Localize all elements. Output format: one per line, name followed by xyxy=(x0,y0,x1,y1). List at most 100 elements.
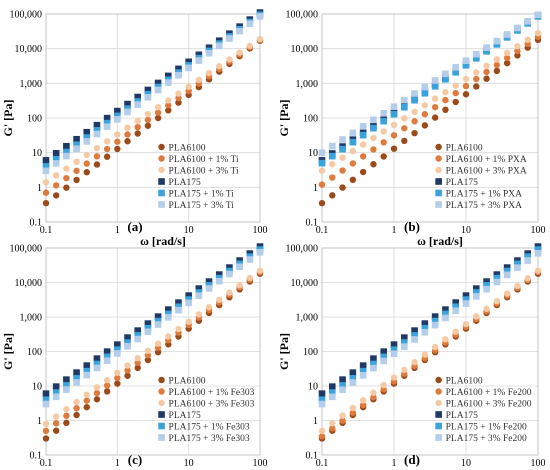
data-point xyxy=(124,339,131,346)
series-3 xyxy=(42,243,264,397)
data-point xyxy=(165,97,172,104)
data-point xyxy=(195,292,203,299)
data-point xyxy=(349,138,357,146)
data-point xyxy=(114,138,121,145)
data-point xyxy=(431,103,439,111)
data-point xyxy=(328,383,336,390)
data-point xyxy=(370,161,377,168)
data-point xyxy=(503,267,511,275)
data-point xyxy=(144,324,152,332)
data-point xyxy=(339,376,346,383)
data-point xyxy=(359,372,367,379)
data-point xyxy=(452,82,459,89)
data-point xyxy=(400,339,408,346)
data-point xyxy=(42,199,50,207)
data-point xyxy=(318,427,326,435)
legend-marker xyxy=(158,422,165,430)
x-axis-label: ω [rad/s] xyxy=(417,234,463,248)
y-tick-label: 100,000 xyxy=(10,244,43,255)
data-point xyxy=(256,13,264,20)
data-point xyxy=(452,89,459,97)
data-point xyxy=(93,364,101,372)
data-point xyxy=(83,371,91,379)
data-point xyxy=(73,176,80,184)
x-tick-label: 10 xyxy=(461,225,471,236)
data-point xyxy=(473,69,480,76)
x-axis-label: ω [rad/s] xyxy=(140,467,186,470)
data-point xyxy=(134,359,141,367)
data-point xyxy=(124,124,131,131)
data-point xyxy=(452,307,460,315)
data-point xyxy=(390,121,398,129)
data-point xyxy=(103,382,111,389)
series-5 xyxy=(318,11,542,156)
x-tick-label: 10 xyxy=(461,458,471,469)
data-point xyxy=(236,282,243,289)
data-point xyxy=(349,374,357,382)
y-tick-label: 1 xyxy=(313,416,318,427)
data-point xyxy=(421,89,429,97)
data-point xyxy=(472,289,480,296)
data-point xyxy=(216,63,223,70)
data-point xyxy=(226,270,233,278)
data-point xyxy=(452,98,459,106)
data-point xyxy=(175,306,182,314)
x-tick-label: 100 xyxy=(531,225,546,236)
data-point xyxy=(93,127,101,134)
data-point xyxy=(411,332,418,339)
data-point xyxy=(462,296,470,303)
data-point xyxy=(185,292,192,299)
data-point xyxy=(256,249,264,256)
data-point xyxy=(318,199,326,207)
data-point xyxy=(134,93,142,101)
data-point xyxy=(63,376,70,383)
data-point xyxy=(318,396,326,404)
data-point xyxy=(215,42,223,50)
legend-label: PLA6100 + 1% Fe200 xyxy=(446,388,532,398)
data-point xyxy=(124,367,131,374)
data-point xyxy=(462,57,470,65)
x-tick-label: 1 xyxy=(115,458,120,469)
series-3 xyxy=(318,243,542,397)
data-point xyxy=(452,303,460,311)
data-point xyxy=(462,320,470,328)
data-point xyxy=(390,374,398,381)
data-point xyxy=(442,88,449,96)
data-point xyxy=(452,64,460,71)
data-point xyxy=(421,324,429,332)
data-point xyxy=(164,314,172,321)
data-point xyxy=(534,267,542,274)
data-point xyxy=(370,364,377,372)
data-point xyxy=(370,124,377,132)
data-point xyxy=(93,161,101,168)
data-point xyxy=(483,305,490,313)
x-axis-label: ω [rad/s] xyxy=(417,467,463,470)
data-point xyxy=(215,271,223,278)
data-point xyxy=(103,153,111,160)
y-tick-label: 100 xyxy=(27,347,42,358)
data-point xyxy=(83,168,90,176)
data-point xyxy=(63,406,70,413)
data-point xyxy=(370,146,377,153)
data-point xyxy=(421,351,429,358)
data-point xyxy=(103,138,111,145)
data-point xyxy=(103,114,111,122)
y-tick-label: 0.1 xyxy=(306,451,319,462)
legend-marker xyxy=(158,189,165,197)
legend-label: PLA6100 xyxy=(446,376,483,386)
data-point xyxy=(524,253,532,261)
data-point xyxy=(63,165,70,172)
data-point xyxy=(83,134,91,141)
data-point xyxy=(42,189,50,196)
data-point xyxy=(349,176,357,184)
data-point xyxy=(400,334,408,341)
data-point xyxy=(431,114,439,121)
panel-caption: (a) xyxy=(127,219,142,234)
data-point xyxy=(246,256,254,263)
legend-label: PLA6100 + 3% Ti xyxy=(169,166,239,176)
data-point xyxy=(370,360,377,368)
data-point xyxy=(503,290,511,297)
y-tick-label: 100,000 xyxy=(10,10,43,21)
